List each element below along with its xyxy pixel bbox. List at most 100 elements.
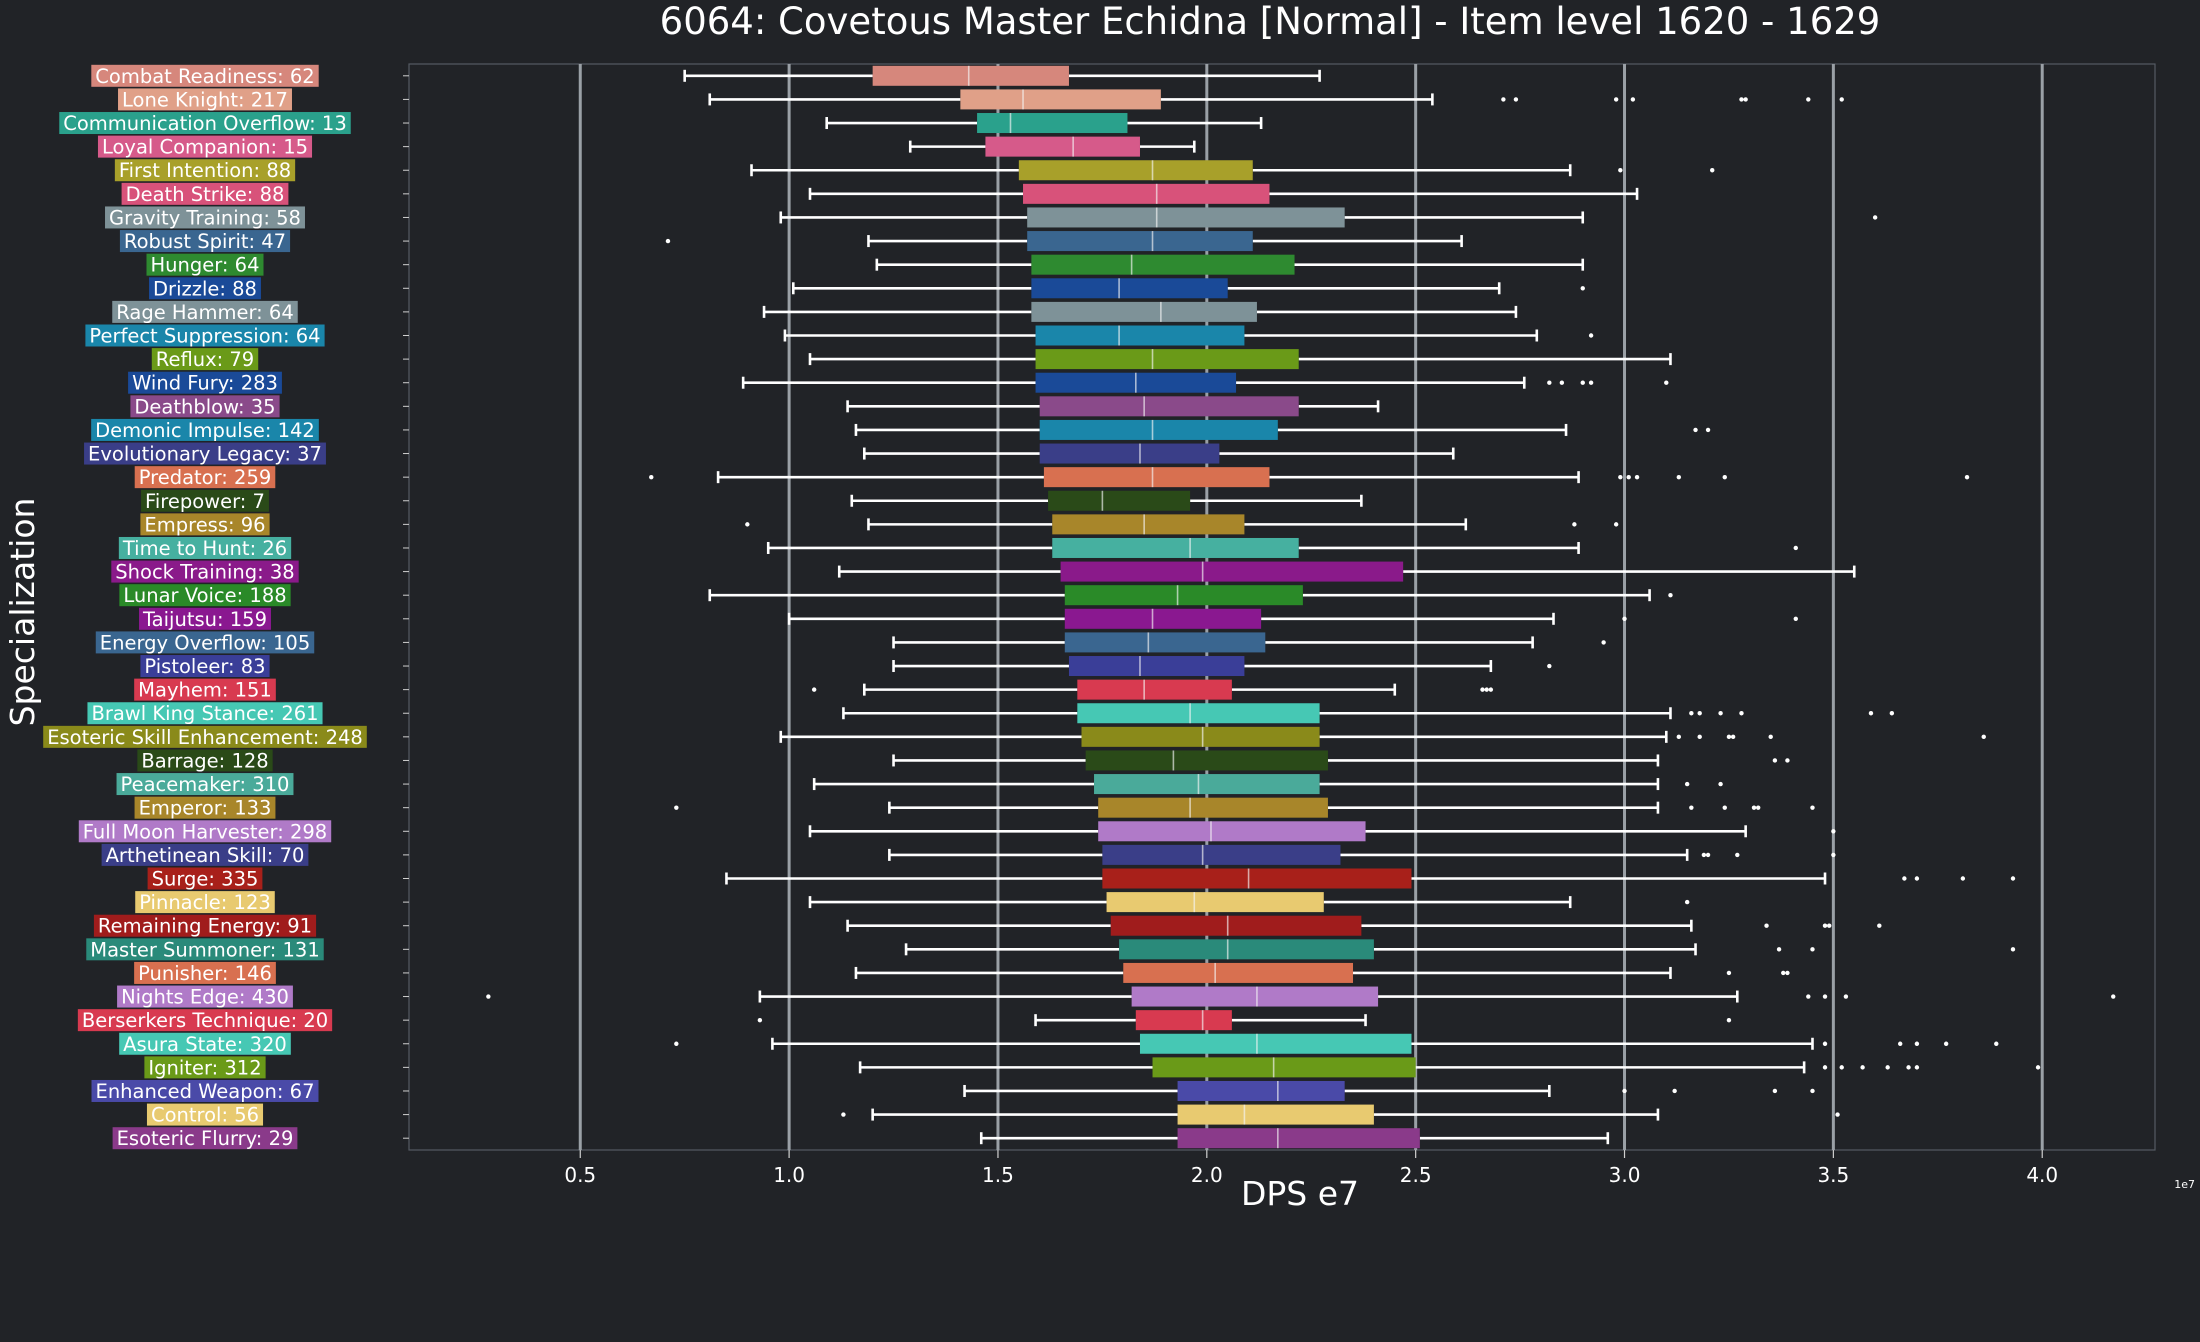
category-label-background xyxy=(140,513,270,536)
category-label: Master Summoner: 131 xyxy=(90,938,319,961)
category-label-background xyxy=(121,182,289,205)
category-label-background xyxy=(112,300,298,323)
category-label-background xyxy=(134,796,276,819)
outlier-point xyxy=(1726,1017,1732,1023)
outlier-point xyxy=(1693,427,1698,433)
outlier-point xyxy=(665,238,671,244)
box xyxy=(872,65,1069,86)
category-label: Hunger: 64 xyxy=(150,254,259,277)
outlier-point xyxy=(1835,1112,1840,1117)
outlier-point xyxy=(1722,805,1727,810)
box-group xyxy=(665,231,1463,252)
box xyxy=(1152,1057,1416,1078)
box-group xyxy=(908,136,1196,157)
box-group xyxy=(841,1104,1840,1125)
category-label: Evolutionary Legacy: 37 xyxy=(88,443,322,466)
outlier-point xyxy=(1672,1088,1677,1094)
box-group xyxy=(862,443,1455,464)
box xyxy=(1027,207,1345,228)
category-label-background xyxy=(78,820,332,843)
category-label: Pinnacle: 123 xyxy=(139,891,271,914)
box xyxy=(1085,750,1328,771)
box-group xyxy=(808,183,1639,204)
box-group xyxy=(649,467,1970,488)
category-label: Drizzle: 88 xyxy=(153,277,257,300)
box xyxy=(1052,514,1245,535)
category-label-background xyxy=(137,749,273,772)
box-group xyxy=(811,679,1494,700)
x-tick-label: 0.5 xyxy=(564,1163,596,1187)
x-axis-ticks: 0.5 1.0 1.5 2.0 2.5 3.0 3.5 4.0 xyxy=(403,75,2058,1187)
outlier-point xyxy=(486,994,491,999)
category-label-background xyxy=(117,985,293,1008)
category-label-background xyxy=(134,466,276,489)
outlier-point xyxy=(1772,758,1778,763)
category-label: Time to Hunt: 26 xyxy=(122,537,287,560)
outlier-point xyxy=(1634,474,1640,480)
outlier-point xyxy=(1822,1065,1828,1070)
box xyxy=(1094,774,1320,795)
box-group xyxy=(808,821,1836,842)
category-label: Perfect Suppression: 64 xyxy=(89,325,320,348)
box xyxy=(1102,868,1412,889)
category-label-background xyxy=(118,88,292,111)
outlier-point xyxy=(1914,876,1920,881)
box-group xyxy=(892,632,1606,653)
box xyxy=(1018,160,1253,181)
outlier-point xyxy=(674,805,679,810)
box xyxy=(1043,467,1270,488)
outlier-point xyxy=(1826,923,1832,928)
outlier-point xyxy=(1914,1041,1920,1046)
category-label-background xyxy=(95,631,315,654)
outlier-point xyxy=(1689,805,1694,810)
category-label: Barrage: 128 xyxy=(141,749,268,772)
category-label: Pistoleer: 83 xyxy=(144,655,265,678)
category-label-background xyxy=(84,442,326,465)
category-label: Lone Knight: 217 xyxy=(122,88,288,111)
category-label-background xyxy=(139,607,271,630)
box xyxy=(1031,278,1228,299)
category-label: Deathblow: 35 xyxy=(134,395,275,418)
box-group xyxy=(846,915,1882,936)
category-label-background xyxy=(151,348,259,371)
outlier-point xyxy=(1822,994,1828,999)
box xyxy=(1110,915,1362,936)
outlier-point xyxy=(1501,97,1506,102)
outlier-point xyxy=(757,1017,763,1023)
outlier-point xyxy=(1580,380,1585,385)
outlier-point xyxy=(1626,474,1631,480)
category-label: Firepower: 7 xyxy=(145,490,265,513)
outlier-point xyxy=(1676,474,1682,480)
category-label: Remaining Energy: 91 xyxy=(98,915,312,938)
outlier-point xyxy=(1722,474,1727,480)
category-label-background xyxy=(146,253,264,276)
outlier-point xyxy=(1622,1088,1627,1094)
box-group xyxy=(850,490,1363,511)
category-label-background xyxy=(101,843,309,866)
outlier-point xyxy=(1613,97,1619,102)
box-group xyxy=(766,537,1798,558)
box xyxy=(960,89,1161,110)
box xyxy=(985,136,1140,157)
x-tick-label: 2.0 xyxy=(1191,1163,1223,1187)
box-group xyxy=(674,797,1815,818)
outlier-point xyxy=(1588,380,1594,385)
y-axis-label: Specialization xyxy=(3,498,42,727)
box xyxy=(1064,608,1262,629)
category-label-background xyxy=(111,560,299,583)
x-axis-label: DPS e7 xyxy=(1241,1174,1359,1213)
category-label: Shock Training: 38 xyxy=(115,561,294,584)
outlier-point xyxy=(1960,876,1966,881)
category-label-background xyxy=(144,1056,266,1079)
outlier-point xyxy=(1902,876,1907,881)
outlier-point xyxy=(1781,970,1786,976)
category-label: Mayhem: 151 xyxy=(138,679,272,702)
category-label-background xyxy=(118,536,292,559)
category-label-background xyxy=(146,1103,264,1126)
category-label-background xyxy=(135,891,275,914)
outlier-point xyxy=(1810,1088,1815,1094)
category-label: Emperor: 133 xyxy=(139,797,272,820)
outlier-point xyxy=(1943,1041,1949,1046)
outlier-point xyxy=(1772,1088,1778,1094)
category-label: Lunar Voice: 188 xyxy=(123,584,286,607)
